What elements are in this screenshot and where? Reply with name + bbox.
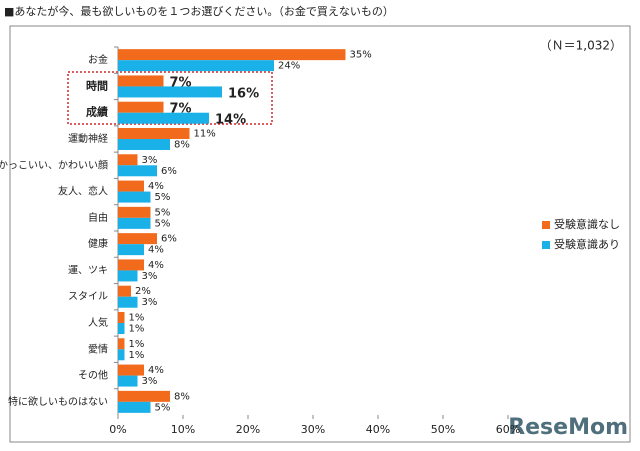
x-tick-label: 20% [236,423,260,436]
value-label: 5% [155,207,171,218]
value-label: 4% [148,181,164,192]
value-label: 4% [148,260,164,271]
value-label: 8% [174,391,190,402]
bar [118,154,138,166]
y-tick-label: 成績 [86,105,108,119]
value-label: 5% [155,402,171,413]
value-label: 3% [142,271,158,282]
bar [118,233,157,245]
bar [118,112,209,124]
bar [118,206,151,218]
y-tick-label: 友人、恋人 [58,185,108,198]
value-label: 14% [215,113,246,128]
value-label: 3% [142,376,158,387]
bar [118,165,157,177]
bar [118,191,151,203]
x-tick-label: 30% [301,423,325,436]
bar [118,128,190,139]
x-tick-label: 0% [109,423,126,436]
x-tick-label: 60% [496,423,520,436]
value-label: 5% [155,218,171,229]
legend-swatch [542,221,550,229]
y-tick-label: その他 [78,369,108,382]
value-label: 24% [278,61,300,72]
y-tick-label: 健康 [88,237,108,250]
annotation: （Ｎ＝1,032） [540,39,622,53]
bar [118,364,144,376]
bar [118,180,144,192]
y-tick-label: 愛情 [88,342,108,355]
logo: ReseMom [508,415,628,440]
y-tick-label: 自由 [88,211,108,224]
y-tick-label: 運、ツキ [68,264,108,276]
y-tick-label: 運動神経 [68,132,108,145]
value-label: 4% [148,245,164,256]
y-tick-label: スタイル [68,291,108,303]
value-label: 3% [142,155,158,166]
bar [118,270,138,282]
bar [118,285,131,297]
bar [118,86,222,98]
legend-label: 受験意識なし [554,217,620,231]
bar [118,75,164,87]
value-label: 35% [350,50,372,61]
value-label: 6% [161,166,177,177]
y-tick-label: 特に欲しいものはない [8,395,108,408]
value-label: 1% [129,350,145,361]
value-label: 3% [142,297,158,308]
value-label: 2% [135,286,151,297]
y-tick-label: 人気 [88,316,108,329]
bar [118,312,125,323]
value-label: 8% [174,140,190,151]
bar [118,101,164,113]
bar [118,296,138,308]
y-tick-label: 時間 [86,78,108,92]
highlight-box [67,71,273,125]
bar [118,323,125,334]
value-label: 11% [194,129,216,140]
bar [118,244,144,256]
value-label: 1% [129,313,145,324]
bar [118,375,138,387]
bar [118,49,346,61]
bar [118,60,274,72]
x-tick-label: 50% [431,423,455,436]
y-tick-label: お金 [88,53,108,66]
x-tick-label: 40% [366,423,390,436]
bar [118,259,144,271]
value-label: 5% [155,192,171,203]
bar [118,139,170,150]
value-label: 1% [129,324,145,335]
value-label: 1% [129,339,145,350]
bar [118,217,151,229]
bar [118,349,125,361]
value-label: 4% [148,365,164,376]
chart-title: ■あなたが今、最も欲しいものを１つお選びください。（お金で買えないもの） [4,4,394,18]
value-label: 16% [228,86,259,101]
x-tick-label: 10% [171,423,195,436]
bar [118,401,151,413]
bar [118,390,170,402]
value-label: 6% [161,234,177,245]
legend-swatch [542,241,550,249]
bar [118,338,125,350]
chart-frame [9,25,631,443]
y-tick-label: かっこいい、かわいい顔 [0,158,108,171]
legend-label: 受験意識あり [554,237,620,251]
